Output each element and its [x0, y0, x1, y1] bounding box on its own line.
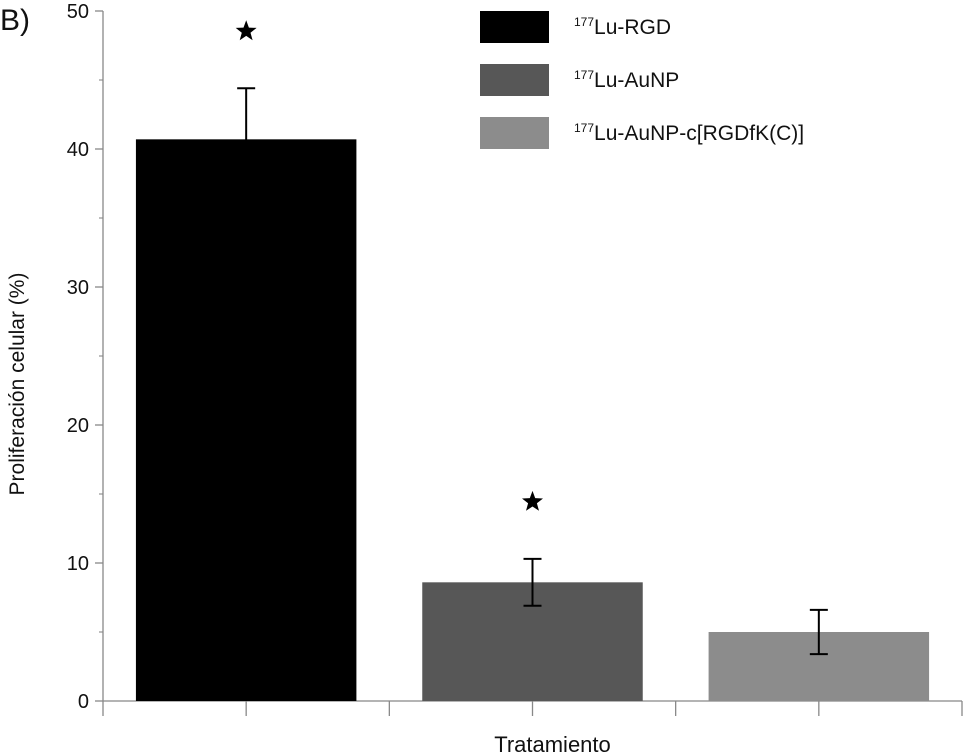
legend-label-superscript: 177: [574, 68, 594, 82]
y-tick-label: 40: [67, 139, 89, 161]
y-tick-label: 0: [78, 691, 89, 713]
legend-label-superscript: 177: [574, 121, 594, 135]
y-axis-label: Proliferación celular (%): [6, 273, 29, 496]
legend-label-text: Lu-AuNP: [594, 69, 679, 92]
bar: [135, 139, 357, 702]
significance-star: [235, 20, 257, 41]
y-tick-label: 20: [67, 415, 89, 437]
legend-label: 177Lu-RGD: [574, 15, 671, 39]
legend-swatch: [480, 11, 549, 43]
legend-swatch: [480, 117, 549, 149]
legend-label-text: Lu-AuNP-c[RGDfK(C)]: [594, 122, 804, 145]
legend-label-text: Lu-RGD: [594, 16, 671, 39]
significance-star: [522, 490, 543, 511]
legend-label-superscript: 177: [574, 15, 594, 29]
y-tick-label: 50: [67, 1, 89, 23]
y-tick-label: 10: [67, 553, 89, 575]
legend-swatch: [480, 64, 549, 96]
legend-label: 177Lu-AuNP-c[RGDfK(C)]: [574, 121, 804, 145]
legend-label: 177Lu-AuNP: [574, 68, 679, 92]
y-tick-label: 30: [67, 277, 89, 299]
x-axis-label: Tratamiento: [494, 732, 611, 755]
panel-label: B): [0, 4, 30, 37]
